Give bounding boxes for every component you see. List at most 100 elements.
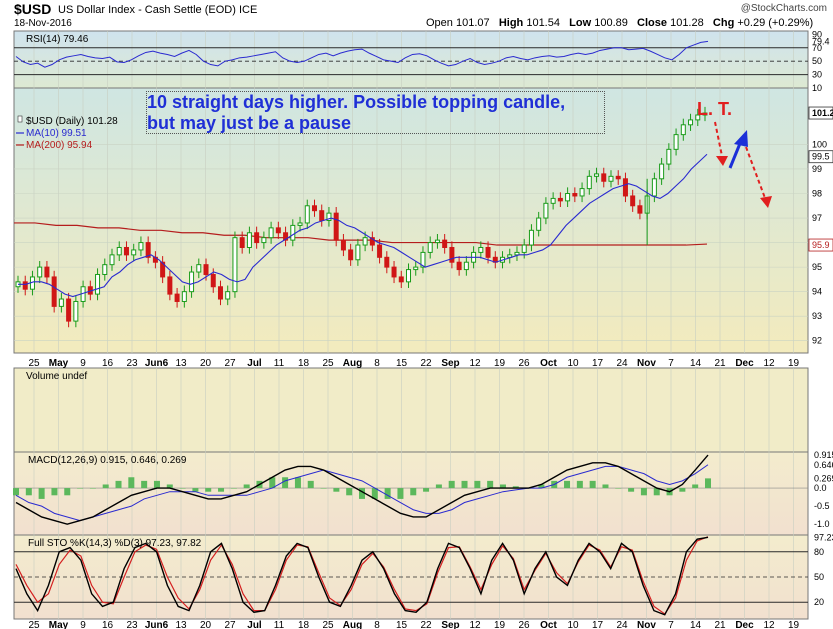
candle-body xyxy=(196,264,202,273)
volume-panel xyxy=(13,367,809,453)
sto-ytick: 80 xyxy=(814,547,824,557)
x-tick-label: 21 xyxy=(714,358,726,369)
candle-body xyxy=(174,293,180,302)
macd-histogram-bar xyxy=(13,488,19,496)
candle-body xyxy=(427,242,433,253)
candle-body xyxy=(362,237,368,246)
ma200-line xyxy=(14,222,708,246)
rsi-line xyxy=(15,40,709,68)
candle-body xyxy=(261,237,267,244)
sto-k-line xyxy=(15,536,709,616)
price-ytick: 92 xyxy=(812,336,822,346)
rsi-ytick: 90 xyxy=(812,29,822,39)
macd-histogram-bar xyxy=(538,484,545,489)
x-tick-label: 25 xyxy=(28,358,40,369)
macd-histogram-bar xyxy=(512,486,519,489)
x-tick-label-bottom: 21 xyxy=(714,620,726,629)
sto-ytick: 20 xyxy=(814,597,824,607)
price-ytick: 95.9 xyxy=(812,240,830,250)
rsi-ytick: 79.4 xyxy=(812,36,830,46)
x-tick-label-bottom: 8 xyxy=(374,620,380,629)
sto-ytick: 97.23 xyxy=(814,532,833,542)
x-tick-label-bottom: 11 xyxy=(274,620,285,629)
candle-body xyxy=(557,197,563,202)
candle-body xyxy=(22,281,28,290)
candle-body xyxy=(521,244,527,253)
candle-body xyxy=(384,256,390,268)
candle-body xyxy=(550,197,556,204)
candle-body xyxy=(666,148,672,165)
price-ytick: 99.5 xyxy=(812,152,830,162)
macd-histogram-bar xyxy=(589,480,596,489)
candle-body xyxy=(528,229,534,246)
macd-histogram-bar xyxy=(692,484,699,489)
candle-body xyxy=(651,178,657,197)
macd-histogram-bar xyxy=(602,484,609,489)
candle-body xyxy=(268,227,274,239)
x-tick-label-bottom: 25 xyxy=(322,620,334,629)
red-arrow-1 xyxy=(714,121,723,157)
x-tick-label-bottom: 16 xyxy=(102,620,114,629)
symbol-title: $USD xyxy=(14,1,52,17)
candle-body xyxy=(145,242,151,258)
volume-title: Volume undef xyxy=(26,371,87,382)
macd-histogram-bar xyxy=(307,480,314,489)
macd-title: MACD(12,26,9) 0.915, 0.646, 0.269 xyxy=(28,455,187,466)
x-tick-label: 12 xyxy=(763,358,775,369)
x-tick-label-bottom: 9 xyxy=(80,620,86,629)
candle-body xyxy=(449,246,455,263)
candle-body xyxy=(203,264,209,275)
candle-body xyxy=(622,178,628,197)
ma10-legend: MA(10) 99.51 xyxy=(26,128,87,139)
x-tick-label-bottom: 10 xyxy=(567,620,579,629)
x-tick-label-bottom: 19 xyxy=(494,620,506,629)
x-tick-label: 26 xyxy=(518,358,530,369)
candle-body xyxy=(116,246,122,256)
macd-histogram-bar xyxy=(243,484,250,489)
candle-body xyxy=(355,244,361,261)
x-tick-label-bottom: Dec xyxy=(735,620,754,629)
macd-histogram-bar xyxy=(218,488,225,492)
macd-signal-line xyxy=(15,464,709,522)
candle-body xyxy=(239,237,245,248)
x-tick-label: 23 xyxy=(126,358,138,369)
x-tick-label-bottom: 26 xyxy=(518,620,530,629)
x-tick-label-bottom: 24 xyxy=(616,620,628,629)
price-ytick: 100 xyxy=(812,139,827,149)
x-tick-label-bottom: 13 xyxy=(175,620,187,629)
blue-arrow xyxy=(728,140,743,169)
candle-body xyxy=(254,232,260,244)
x-tick-label: 7 xyxy=(668,358,674,369)
x-tick-label-bottom: May xyxy=(49,620,69,629)
candle-body xyxy=(659,163,665,180)
x-tick-label-bottom: 14 xyxy=(690,620,702,629)
price-ytick: 99 xyxy=(812,164,822,174)
price-ytick: 93 xyxy=(812,311,822,321)
macd-histogram-bar xyxy=(615,488,622,489)
x-tick-label-bottom: Nov xyxy=(637,620,656,629)
x-tick-label: 22 xyxy=(420,358,432,369)
candle-body xyxy=(688,119,694,126)
macd-histogram-bar xyxy=(115,480,122,489)
macd-histogram-bar xyxy=(346,488,353,496)
candle-body xyxy=(456,261,462,271)
candle-body xyxy=(283,232,289,241)
candle-body xyxy=(406,269,412,283)
candle-body xyxy=(369,237,375,246)
candle-body xyxy=(109,254,115,266)
x-tick-label: 12 xyxy=(469,358,481,369)
x-tick-label: 16 xyxy=(102,358,114,369)
x-tick-label-bottom: Jul xyxy=(247,620,262,629)
x-tick-label: Sep xyxy=(441,358,459,369)
x-tick-label: Jul xyxy=(247,358,262,369)
candle-body xyxy=(326,212,332,221)
macd-histogram-bar xyxy=(320,488,327,489)
macd-histogram-bar xyxy=(294,477,301,489)
macd-histogram-bar xyxy=(564,480,571,489)
candle-body xyxy=(695,114,701,121)
x-tick-label: 8 xyxy=(374,358,380,369)
rsi-ytick: 10 xyxy=(812,83,822,93)
macd-histogram-bar xyxy=(128,477,135,489)
rsi-ytick: 50 xyxy=(812,56,822,66)
chart-header: $USD US Dollar Index - Cash Settle (EOD)… xyxy=(0,0,833,30)
